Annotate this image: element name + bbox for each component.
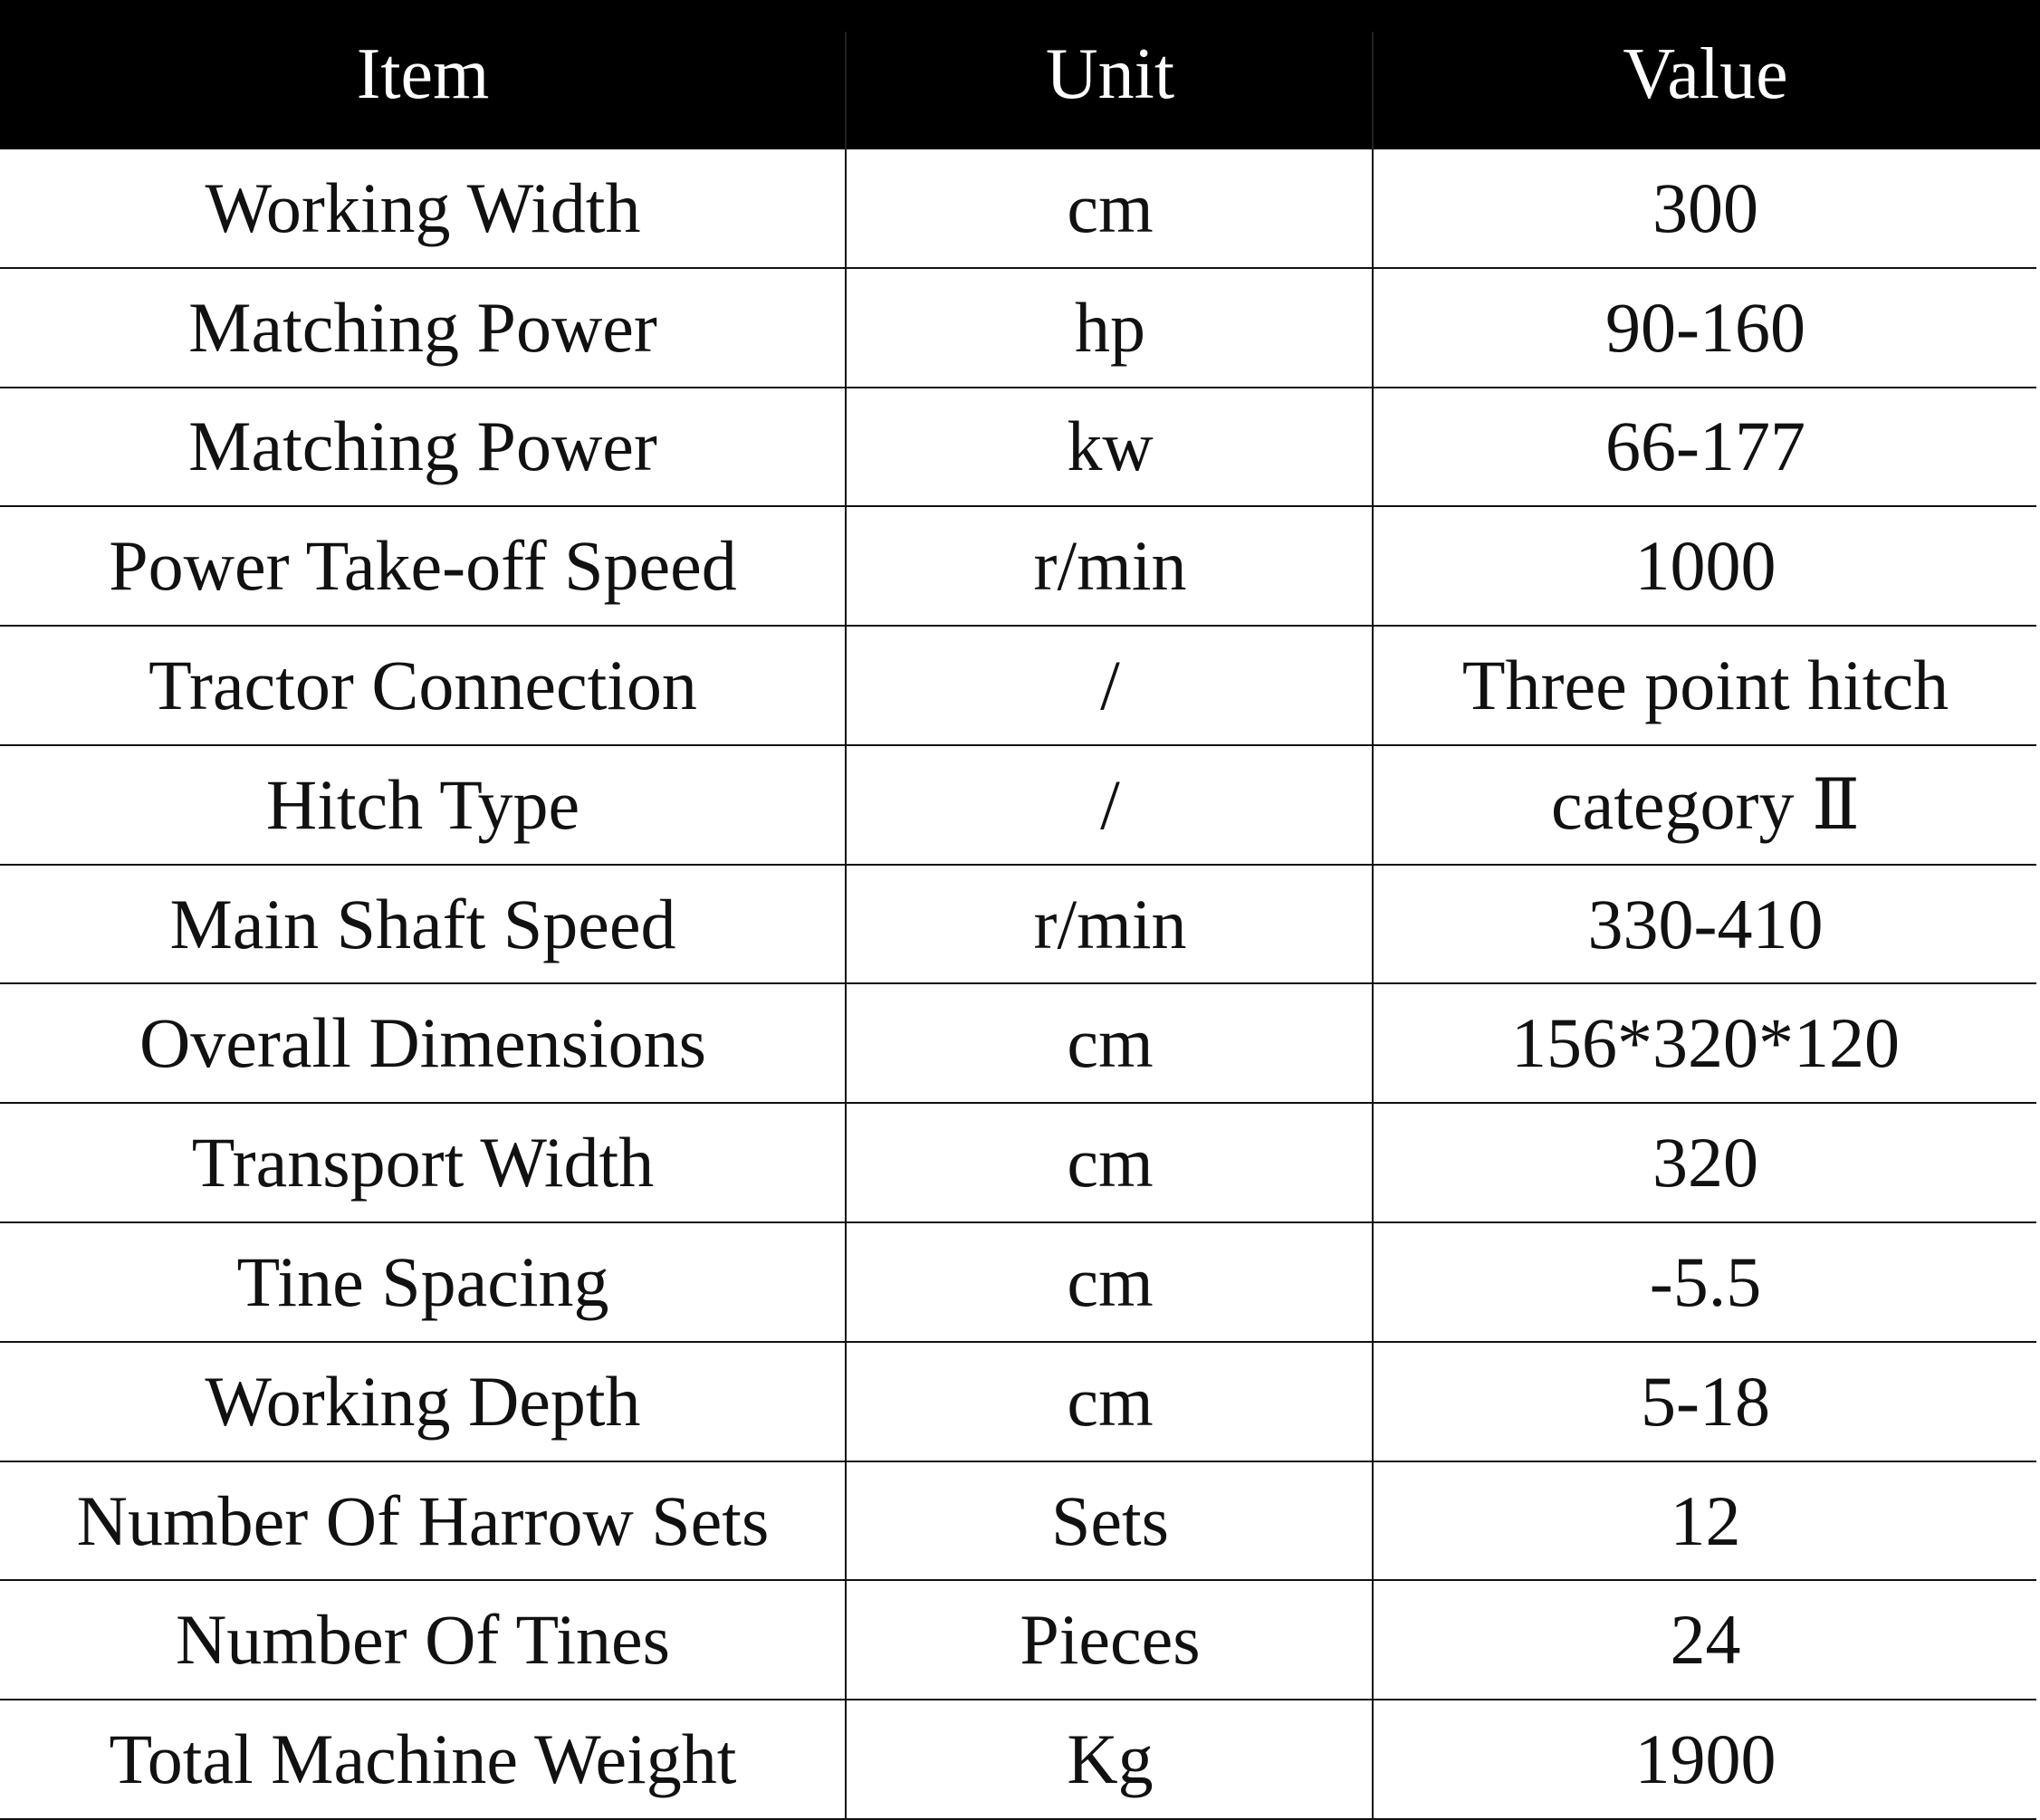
table-row: Power Take-off Speed r/min 1000 [0, 507, 2036, 627]
table-row: Overall Dimensions cm 156*320*120 [0, 985, 2036, 1105]
item-cell: Power Take-off Speed [109, 526, 737, 606]
value-cell: 1000 [1634, 526, 1777, 606]
table-row: Matching Power kw 66-177 [0, 388, 2036, 508]
table-row: Number Of Harrow Sets Sets 12 [0, 1462, 2036, 1582]
table-row: Total Machine Weight Kg 1900 [0, 1700, 2036, 1820]
value-cell: 300 [1652, 168, 1758, 247]
table-row: Transport Width cm 320 [0, 1104, 2036, 1224]
table-row: Working Depth cm 5-18 [0, 1343, 2036, 1462]
unit-cell: hp [1075, 287, 1145, 367]
table-row: Tine Spacing cm -5.5 [0, 1223, 2036, 1343]
unit-cell: / [1100, 764, 1120, 844]
item-cell: Working Depth [205, 1361, 641, 1441]
value-cell: category Ⅱ [1550, 764, 1861, 844]
item-cell: Main Shaft Speed [169, 884, 676, 963]
item-cell: Tine Spacing [236, 1241, 609, 1321]
column-divider [845, 149, 847, 1820]
header-divider [1372, 32, 1374, 149]
unit-cell: r/min [1033, 526, 1187, 606]
unit-cell: cm [1067, 1241, 1154, 1321]
item-cell: Matching Power [188, 287, 657, 367]
value-cell: 320 [1652, 1123, 1758, 1202]
value-cell: 90-160 [1605, 287, 1805, 367]
item-cell: Matching Power [188, 407, 657, 486]
unit-cell: Pieces [1020, 1600, 1201, 1680]
item-cell: Total Machine Weight [109, 1719, 737, 1799]
table-row: Main Shaft Speed r/min 330-410 [0, 866, 2036, 985]
item-cell: Number Of Harrow Sets [76, 1480, 770, 1560]
item-cell: Transport Width [191, 1123, 655, 1202]
value-cell: Three point hitch [1461, 646, 1949, 725]
item-cell: Overall Dimensions [139, 1003, 707, 1083]
value-cell: 330-410 [1587, 884, 1824, 963]
header-item: Item [356, 34, 490, 114]
value-cell: 66-177 [1605, 407, 1805, 486]
value-cell: 1900 [1634, 1719, 1777, 1799]
value-cell: 24 [1670, 1600, 1741, 1680]
value-cell: 12 [1670, 1480, 1741, 1560]
table-row: Matching Power hp 90-160 [0, 269, 2036, 388]
unit-cell: / [1100, 646, 1120, 725]
item-cell: Number Of Tines [175, 1600, 671, 1680]
header-divider [845, 32, 847, 149]
table-row: Number Of Tines Pieces 24 [0, 1581, 2036, 1701]
table-row: Tractor Connection / Three point hitch [0, 627, 2036, 746]
table-header: Item Unit Value [0, 0, 2040, 149]
unit-cell: kw [1067, 407, 1154, 486]
unit-cell: r/min [1033, 884, 1187, 963]
column-divider [1372, 149, 1374, 1820]
value-cell: 5-18 [1641, 1361, 1770, 1441]
unit-cell: cm [1067, 1123, 1154, 1202]
value-cell: 156*320*120 [1511, 1003, 1900, 1083]
table-row: Hitch Type / category Ⅱ [0, 746, 2036, 866]
unit-cell: Kg [1067, 1719, 1154, 1799]
value-cell: -5.5 [1649, 1241, 1762, 1321]
header-unit: Unit [1045, 34, 1175, 114]
header-value: Value [1623, 34, 1788, 114]
table-row: Working Width cm 300 [0, 149, 2036, 269]
item-cell: Working Width [205, 168, 641, 247]
unit-cell: cm [1067, 168, 1154, 247]
item-cell: Tractor Connection [148, 646, 697, 725]
item-cell: Hitch Type [265, 764, 580, 844]
unit-cell: Sets [1050, 1480, 1170, 1560]
unit-cell: cm [1067, 1003, 1154, 1083]
unit-cell: cm [1067, 1361, 1154, 1441]
